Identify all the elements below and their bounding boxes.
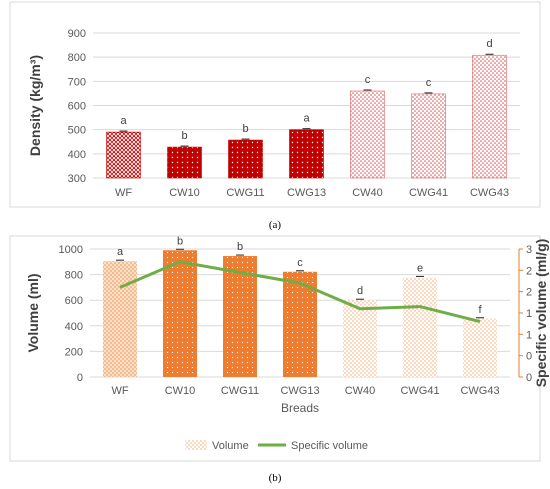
bar (223, 256, 257, 377)
bar (350, 90, 385, 179)
x-axis-title: Breads (281, 401, 319, 415)
y-tick-label: 600 (68, 101, 86, 113)
y2-tick-label: 1 (526, 329, 532, 341)
bar (472, 54, 507, 179)
y-tick-label: 800 (65, 270, 83, 282)
bar (289, 129, 324, 179)
x-tick-label: CWG41 (400, 385, 439, 397)
x-tick-label: WF (115, 187, 132, 199)
y2-tick-label: 2 (526, 287, 532, 299)
bar (228, 139, 263, 179)
x-tick-label: CW40 (352, 187, 383, 199)
x-tick-label: CWG13 (280, 385, 319, 397)
significance-letter: a (303, 113, 310, 125)
significance-letter: d (486, 38, 492, 50)
panel-b: 0 200 400 600 800 1000 0 0 1 1 2 2 3 Volume (ml) Speci… (25, 235, 549, 452)
significance-letter: f (478, 304, 482, 316)
y2-tick-label: 0 (526, 351, 532, 363)
y-tick-label: 0 (77, 372, 83, 384)
x-tick-label: CWG41 (409, 187, 448, 199)
y-tick-label: 800 (68, 52, 86, 64)
bar (167, 146, 202, 179)
y-tick-label: 200 (65, 346, 83, 358)
bar (163, 250, 197, 377)
y-tick-label: 900 (68, 28, 86, 40)
bar (103, 261, 137, 377)
significance-letter: c (365, 74, 371, 86)
x-tick-label: CW40 (345, 385, 376, 397)
y2-tick-label: 3 (526, 244, 532, 256)
bar (463, 318, 497, 377)
y2-tick-label: 1 (526, 308, 532, 320)
y-tick-label: 500 (68, 125, 86, 137)
x-tick-label: CW10 (169, 187, 200, 199)
x-tick-label: WF (111, 385, 128, 397)
bar (403, 277, 437, 377)
significance-letter: d (357, 285, 363, 297)
y-axis-title: Density (kg/m³) (27, 55, 43, 156)
significance-letter: c (426, 77, 432, 89)
y2-tick-label: 0 (526, 372, 532, 384)
legend-swatch-volume (185, 440, 207, 450)
panel-a: 300 400 500 600 700 800 900 Density (kg/m³) a WF b… (27, 28, 520, 199)
significance-letter: c (297, 257, 303, 269)
panel-a-frame (9, 1, 541, 208)
x-tick-label: CWG11 (226, 187, 264, 199)
x-tick-label: CWG43 (460, 385, 499, 397)
y-tick-label: 300 (68, 173, 86, 185)
x-tick-label: CW10 (165, 385, 196, 397)
significance-letter: a (117, 246, 124, 258)
bar (411, 93, 446, 179)
significance-letter: b (181, 130, 187, 142)
significance-letter: a (120, 115, 127, 127)
specific-volume-line (119, 260, 481, 323)
bar (106, 131, 141, 179)
panel-b-caption: (b) (269, 472, 282, 484)
significance-letter: b (242, 123, 248, 135)
y-tick-label: 400 (65, 321, 83, 333)
significance-letter: e (417, 262, 423, 274)
legend-label-volume: Volume (212, 440, 249, 452)
y-axis-title: Volume (ml) (25, 273, 41, 352)
y-tick-label: 600 (65, 295, 83, 307)
significance-letter: b (177, 235, 183, 247)
x-tick-label: CWG43 (470, 187, 509, 199)
y-tick-label: 400 (68, 149, 86, 161)
y2-axis-title: Specific volume (ml/g) (533, 239, 549, 388)
legend-label-specific-volume: Specific volume (291, 440, 368, 452)
y-tick-label: 1000 (59, 244, 83, 256)
panel-a-caption: (a) (269, 219, 282, 231)
bar (343, 300, 377, 377)
panel-b-frame (9, 235, 541, 462)
x-tick-label: CWG13 (287, 187, 326, 199)
y-tick-label: 700 (68, 76, 86, 88)
significance-letter: b (237, 241, 243, 253)
y2-tick-label: 2 (526, 265, 532, 277)
x-tick-label: CWG11 (221, 385, 259, 397)
